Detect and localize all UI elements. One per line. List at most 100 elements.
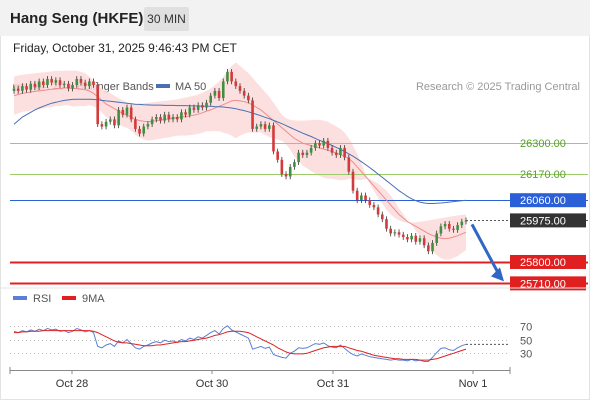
candle bbox=[293, 162, 296, 167]
candle bbox=[62, 83, 66, 85]
candle bbox=[351, 171, 355, 191]
candle bbox=[364, 195, 367, 201]
candle bbox=[146, 124, 150, 127]
candle bbox=[385, 219, 388, 229]
candle bbox=[113, 119, 116, 126]
candle bbox=[121, 109, 125, 115]
candle bbox=[460, 221, 464, 226]
candle bbox=[422, 238, 426, 246]
candle bbox=[284, 174, 288, 177]
candle bbox=[29, 83, 33, 90]
candle bbox=[297, 152, 300, 163]
candle bbox=[347, 157, 351, 172]
candle bbox=[380, 214, 384, 220]
ma50-line bbox=[13, 98, 467, 204]
level-label-25800.00: 25800.00 bbox=[520, 257, 566, 269]
rsi-legend-label: RSI bbox=[33, 293, 51, 305]
ma50-legend-label: MA 50 bbox=[175, 81, 206, 93]
candle bbox=[205, 102, 208, 108]
candle bbox=[50, 79, 53, 83]
candle bbox=[54, 80, 58, 83]
candle bbox=[447, 223, 451, 229]
candle bbox=[393, 232, 397, 234]
candle bbox=[180, 112, 183, 120]
candle bbox=[125, 107, 129, 115]
candle bbox=[247, 95, 250, 101]
candle bbox=[276, 151, 279, 160]
candle bbox=[67, 83, 70, 89]
rsi-ma-legend-label: 9MA bbox=[82, 293, 105, 305]
candle bbox=[96, 84, 100, 125]
candle bbox=[255, 126, 259, 129]
candle bbox=[318, 143, 321, 146]
candle bbox=[259, 124, 263, 127]
x-tick-label-0: Oct 28 bbox=[56, 378, 88, 390]
candle bbox=[83, 82, 87, 87]
candle bbox=[213, 90, 217, 96]
rsi-tick-50: 50 bbox=[520, 336, 532, 348]
level-box-25800.00 bbox=[510, 254, 586, 269]
candle bbox=[58, 80, 62, 85]
candle bbox=[443, 223, 447, 227]
candle bbox=[188, 107, 192, 115]
candle bbox=[79, 79, 83, 83]
rsi-ma-legend-swatch bbox=[62, 296, 76, 300]
candle bbox=[221, 81, 225, 99]
candle bbox=[104, 121, 108, 127]
level-box-26060.00 bbox=[510, 193, 586, 208]
candle bbox=[192, 107, 196, 110]
candle bbox=[397, 232, 401, 235]
candle bbox=[21, 86, 24, 91]
candle bbox=[75, 79, 79, 85]
candle bbox=[439, 226, 443, 234]
forecast-arrow-head bbox=[491, 267, 504, 282]
candle bbox=[33, 83, 37, 88]
candle bbox=[431, 242, 434, 252]
candle bbox=[150, 119, 154, 125]
rsi-legend-swatch bbox=[13, 296, 27, 300]
candle bbox=[167, 114, 171, 120]
forecast-arrow-shaft bbox=[470, 223, 502, 278]
candle bbox=[37, 81, 41, 88]
candle bbox=[41, 81, 45, 85]
x-tick-label-1: Oct 30 bbox=[196, 378, 228, 390]
research-credit: Research © 2025 Trading Central bbox=[416, 81, 580, 93]
candle bbox=[330, 147, 334, 153]
candle bbox=[464, 220, 468, 222]
rsi-tick-30: 30 bbox=[520, 349, 532, 361]
candle bbox=[12, 88, 16, 91]
candle bbox=[238, 86, 242, 91]
candle bbox=[301, 152, 305, 156]
candle bbox=[272, 125, 275, 152]
candle bbox=[339, 147, 342, 156]
candle bbox=[401, 234, 405, 238]
level-label-26300.00: 26300.00 bbox=[520, 138, 566, 150]
rsi-tick-70: 70 bbox=[520, 322, 532, 334]
candle bbox=[196, 105, 200, 110]
level-box-25710.00 bbox=[510, 276, 586, 291]
candle bbox=[389, 228, 392, 234]
ma20-line bbox=[13, 87, 467, 240]
timeframe-button[interactable]: 30 MIN bbox=[144, 7, 189, 31]
candle bbox=[154, 117, 158, 120]
candle bbox=[217, 90, 221, 99]
candle bbox=[16, 88, 20, 91]
candle bbox=[71, 84, 74, 89]
candle bbox=[242, 90, 246, 96]
candle bbox=[288, 166, 292, 177]
candle bbox=[368, 200, 372, 205]
candle bbox=[414, 235, 418, 242]
candle bbox=[355, 190, 359, 201]
candle bbox=[343, 147, 346, 158]
candle bbox=[376, 207, 380, 215]
candle bbox=[201, 105, 204, 108]
candle bbox=[209, 95, 213, 103]
candle bbox=[184, 112, 187, 115]
candle bbox=[25, 86, 28, 90]
level-label-26170.00: 26170.00 bbox=[520, 169, 566, 181]
candle bbox=[142, 126, 146, 134]
candle bbox=[360, 195, 363, 201]
candle bbox=[226, 71, 229, 82]
candle bbox=[410, 235, 413, 240]
level-label-25975.00: 25975.00 bbox=[520, 215, 566, 227]
